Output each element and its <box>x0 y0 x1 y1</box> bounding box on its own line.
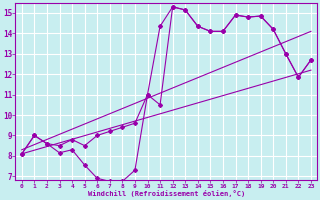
X-axis label: Windchill (Refroidissement éolien,°C): Windchill (Refroidissement éolien,°C) <box>88 190 245 197</box>
